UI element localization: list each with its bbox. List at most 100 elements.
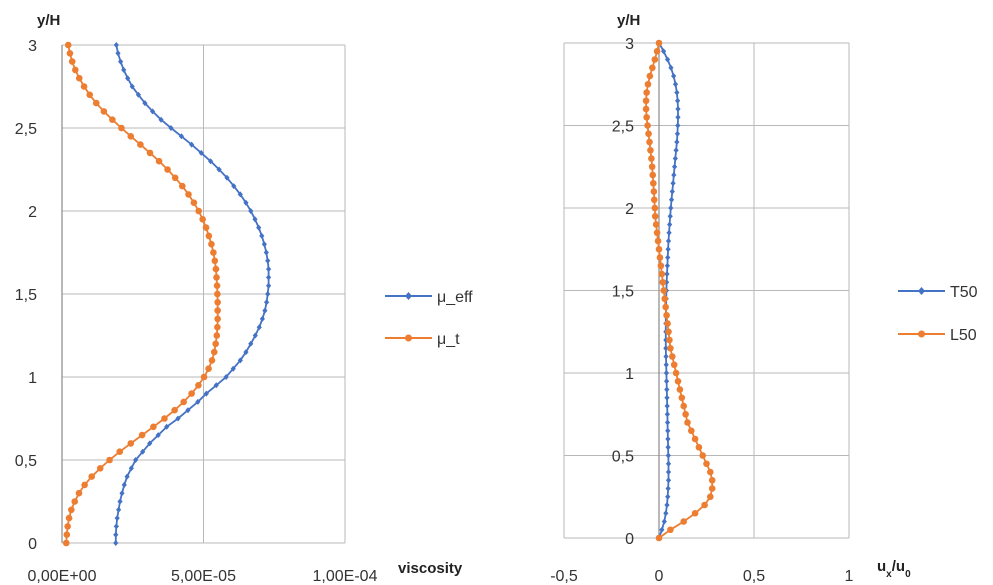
viscosity-ytick-label: 0,5 (15, 453, 37, 470)
viscosity-point--t (127, 133, 135, 140)
viscosity-point--t (64, 41, 72, 49)
velocity-point-l50 (678, 394, 686, 402)
velocity-point-l50 (664, 320, 671, 327)
viscosity-point--t (171, 406, 178, 414)
velocity-point-t50 (664, 394, 670, 401)
viscosity-point--eff (252, 216, 258, 223)
viscosity-xtick-label: 0,00E+00 (28, 568, 97, 585)
viscosity-point--t (63, 531, 71, 538)
velocity-point-l50 (691, 435, 699, 443)
velocity-point-l50 (650, 179, 657, 187)
velocity-point-t50 (663, 345, 669, 352)
viscosity-point--eff (264, 299, 270, 306)
viscosity-point--eff (135, 91, 142, 98)
velocity-point-t50 (664, 502, 670, 508)
viscosity-point--t (210, 249, 217, 256)
viscosity-point--t (202, 224, 210, 231)
velocity-point-t50 (664, 411, 670, 418)
velocity-point-t50 (659, 526, 665, 533)
velocity-point-t50 (664, 386, 670, 393)
legend-item-l50: L50 (898, 327, 977, 344)
viscosity-point--eff (168, 125, 174, 131)
velocity-point-l50 (667, 526, 674, 534)
velocity-point-l50 (655, 39, 663, 47)
legend-label-mu-t: μ_t (437, 331, 460, 348)
velocity-point-t50 (674, 130, 681, 137)
velocity-point-l50 (650, 196, 658, 204)
viscosity-point--t (75, 74, 83, 82)
viscosity-point--eff (140, 448, 146, 455)
viscosity-point--eff (265, 291, 271, 297)
viscosity-point--t (100, 108, 108, 115)
viscosity-point--t (68, 506, 75, 514)
velocity-point-t50 (663, 510, 669, 517)
velocity-point-t50 (675, 106, 681, 112)
viscosity-point--t (190, 199, 198, 206)
velocity-point-l50 (688, 427, 695, 435)
velocity-point-t50 (671, 163, 678, 170)
velocity-point-t50 (665, 485, 671, 492)
velocity-point-l50 (708, 485, 716, 492)
velocity-xtick-label: 0 (655, 568, 664, 585)
velocity-point-l50 (646, 72, 654, 80)
viscosity-point--eff (203, 390, 209, 397)
viscosity-point--t (214, 323, 221, 331)
velocity-chart-grid (563, 42, 850, 539)
viscosity-point--eff (243, 199, 249, 206)
viscosity-point--t (137, 141, 144, 148)
velocity-point-t50 (674, 139, 680, 145)
velocity-point-t50 (665, 254, 671, 261)
velocity-point-t50 (672, 81, 679, 88)
velocity-point-t50 (665, 246, 671, 253)
viscosity-point--t (213, 282, 221, 290)
viscosity-point--t (211, 257, 219, 265)
velocity-point-l50 (708, 476, 716, 484)
velocity-point-l50 (651, 212, 659, 220)
velocity-point-t50 (668, 64, 674, 71)
velocity-point-t50 (661, 518, 667, 525)
velocity-point-l50 (695, 443, 703, 451)
velocity-point-t50 (669, 188, 675, 195)
viscosity-point--eff (175, 415, 181, 422)
velocity-ytick-label: 3 (625, 36, 634, 53)
viscosity-point--t (195, 207, 202, 215)
viscosity-point--t (213, 332, 221, 339)
viscosity-point--t (138, 431, 146, 439)
viscosity-point--t (171, 174, 179, 182)
velocity-point-l50 (680, 402, 687, 410)
viscosity-point--eff (231, 183, 237, 190)
velocity-point-l50 (644, 122, 651, 129)
viscosity-point--t (214, 315, 221, 323)
velocity-point-t50 (668, 205, 674, 211)
viscosity-point--eff (147, 440, 153, 447)
velocity-point-l50 (656, 254, 664, 261)
velocity-point-l50 (642, 97, 650, 105)
velocity-point-t50 (671, 172, 677, 178)
velocity-point-l50 (649, 171, 657, 179)
velocity-point-l50 (670, 361, 678, 369)
velocity-point-l50 (653, 47, 661, 55)
velocity-ytick-label: 2,5 (612, 119, 634, 136)
viscosity-point--eff (121, 66, 127, 73)
viscosity-point--t (86, 91, 94, 99)
viscosity-point--eff (256, 224, 262, 231)
viscosity-chart-series (62, 41, 272, 547)
velocity-point-l50 (649, 64, 656, 72)
velocity-point-t50 (675, 114, 681, 121)
velocity-point-t50 (663, 353, 669, 360)
viscosity-point--t (164, 166, 171, 173)
velocity-point-l50 (699, 452, 706, 459)
velocity-point-t50 (667, 213, 673, 220)
viscosity-point--eff (237, 191, 243, 198)
viscosity-ytick-label: 1,5 (15, 287, 37, 304)
velocity-point-l50 (651, 204, 659, 212)
velocity-point-t50 (665, 452, 671, 459)
velocity-point-l50 (684, 419, 691, 426)
velocity-point-t50 (674, 89, 680, 96)
viscosity-point--eff (113, 540, 119, 546)
viscosity-point--eff (262, 307, 268, 314)
velocity-point-l50 (667, 344, 674, 352)
velocity-point-t50 (665, 477, 672, 484)
velocity-point-t50 (675, 97, 681, 104)
velocity-point-l50 (707, 493, 714, 501)
